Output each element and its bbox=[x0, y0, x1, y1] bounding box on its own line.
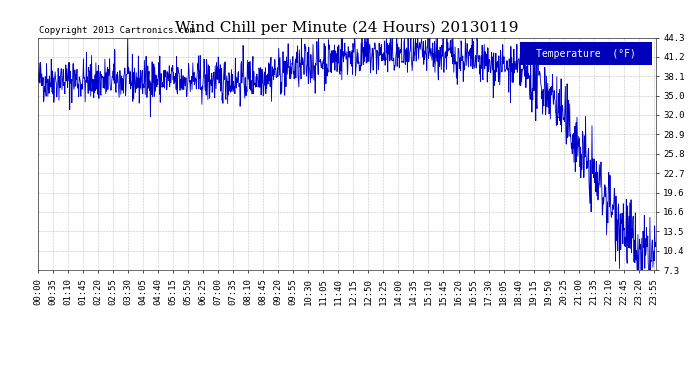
Title: Wind Chill per Minute (24 Hours) 20130119: Wind Chill per Minute (24 Hours) 2013011… bbox=[175, 21, 518, 35]
Text: Copyright 2013 Cartronics.com: Copyright 2013 Cartronics.com bbox=[39, 26, 195, 35]
